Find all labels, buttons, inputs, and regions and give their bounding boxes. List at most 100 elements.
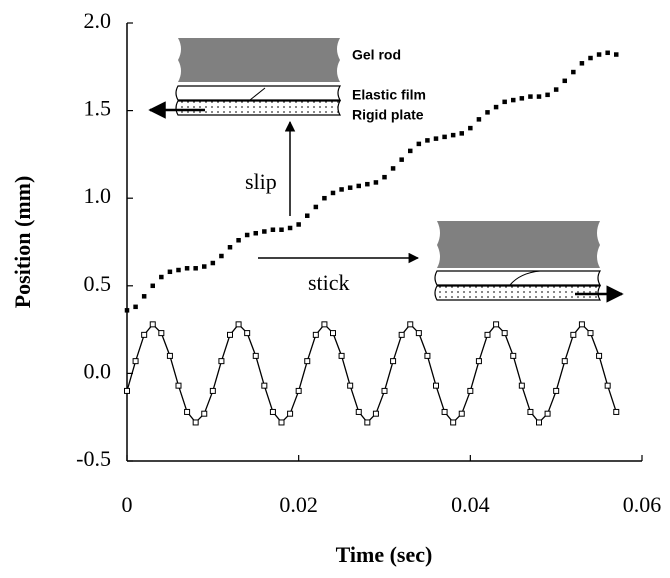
point — [424, 352, 431, 359]
point — [433, 136, 439, 141]
label: Elastic film — [352, 87, 426, 103]
point — [184, 408, 191, 415]
point — [141, 294, 147, 299]
point — [578, 321, 585, 328]
plate-shape — [434, 285, 602, 301]
point — [253, 230, 258, 236]
point — [330, 330, 336, 337]
point — [484, 331, 491, 338]
point — [279, 227, 284, 232]
point — [158, 330, 165, 337]
point — [476, 117, 482, 122]
point — [365, 181, 370, 187]
gel-rod-shape — [437, 221, 600, 268]
point — [305, 213, 310, 218]
point — [124, 387, 130, 394]
y-tick-label: 1.0 — [84, 183, 112, 208]
point — [485, 110, 490, 115]
point — [201, 410, 208, 417]
point — [141, 331, 148, 338]
point — [184, 266, 190, 271]
point — [459, 131, 464, 136]
point — [338, 352, 345, 359]
annotation: stick — [308, 270, 350, 295]
point — [390, 358, 397, 365]
label: Rigid plate — [352, 107, 424, 123]
point — [330, 190, 336, 196]
point — [159, 274, 164, 280]
point — [562, 78, 567, 84]
point — [244, 232, 250, 238]
point — [614, 52, 619, 57]
point — [236, 237, 241, 243]
point — [442, 134, 447, 140]
point — [596, 52, 602, 57]
point — [613, 408, 620, 415]
crack — [509, 270, 541, 286]
point — [193, 266, 198, 271]
point — [261, 382, 268, 389]
point — [167, 269, 173, 275]
point — [321, 321, 328, 328]
point — [467, 387, 474, 394]
x-tick-label: 0.04 — [451, 492, 490, 517]
point — [527, 408, 534, 415]
point — [150, 283, 155, 289]
point — [399, 157, 404, 162]
point — [398, 331, 405, 338]
point — [287, 410, 294, 417]
point — [192, 419, 199, 426]
point — [287, 225, 293, 231]
point — [278, 419, 285, 426]
plate-shape — [175, 100, 342, 116]
point — [510, 352, 517, 359]
point — [390, 166, 396, 171]
point — [579, 61, 585, 66]
y-tick-label: -0.5 — [76, 446, 111, 471]
point — [269, 408, 276, 415]
point — [493, 321, 500, 328]
point — [166, 352, 173, 359]
point — [519, 96, 525, 101]
point — [149, 321, 156, 328]
gel-rod-shape — [178, 38, 340, 82]
point — [218, 358, 225, 365]
point — [570, 331, 577, 338]
point — [415, 330, 422, 337]
x-tick-label: 0.02 — [279, 492, 318, 517]
point — [604, 382, 611, 389]
point — [561, 358, 568, 365]
point — [373, 180, 379, 185]
point — [244, 330, 251, 337]
crack — [249, 87, 266, 101]
point — [501, 330, 508, 337]
point — [133, 304, 138, 310]
point — [544, 410, 551, 417]
point — [270, 227, 276, 232]
point — [518, 382, 525, 389]
point — [347, 382, 354, 389]
point — [235, 321, 242, 328]
point — [227, 245, 233, 250]
point — [536, 419, 542, 426]
x-tick-label: 0 — [122, 492, 133, 517]
y-tick-label: 0.0 — [84, 358, 112, 383]
point — [227, 331, 233, 338]
label: Gel rod — [352, 47, 401, 63]
inset-bottom — [434, 221, 624, 303]
point — [408, 148, 413, 154]
point — [312, 331, 319, 338]
point — [364, 419, 371, 426]
y-tick-label: 2.0 — [84, 8, 112, 33]
point — [355, 408, 362, 415]
point — [407, 321, 414, 328]
point — [468, 125, 473, 131]
point — [322, 195, 327, 201]
point — [124, 308, 130, 313]
point — [571, 69, 576, 75]
point — [545, 92, 550, 98]
point — [262, 229, 267, 234]
point — [202, 264, 207, 269]
point — [313, 204, 319, 210]
